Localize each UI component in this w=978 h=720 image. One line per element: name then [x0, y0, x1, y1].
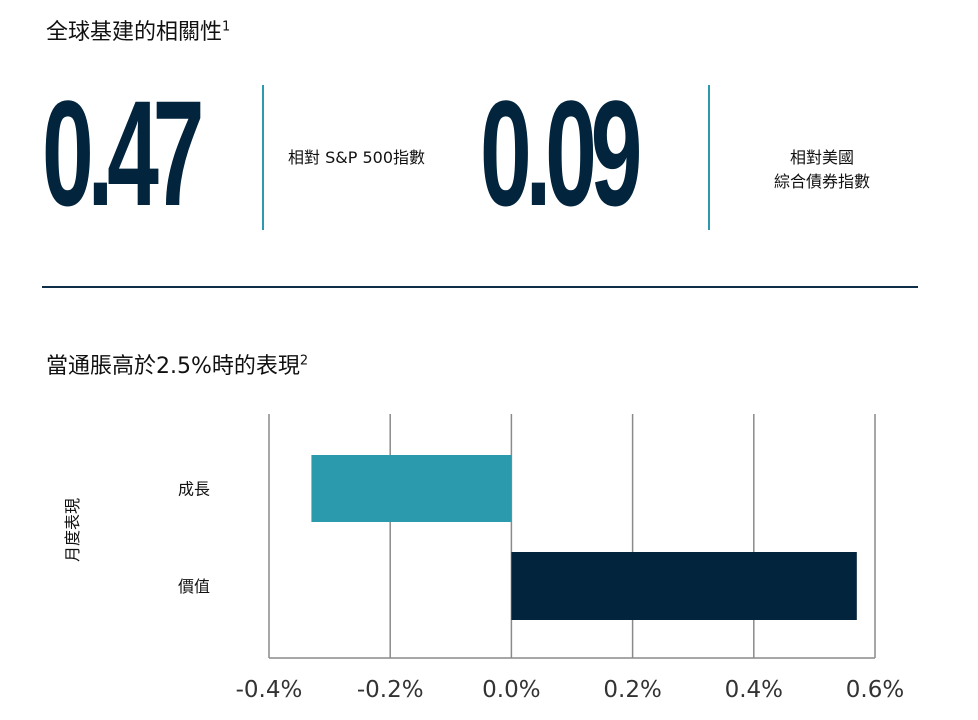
footnote-1: 1 — [222, 19, 231, 35]
title-text: 全球基建的相關性 — [46, 20, 223, 45]
bar-0 — [311, 455, 512, 522]
stat-value-bond: 0.09 — [480, 69, 642, 237]
stat-label-sp500: 相對 S&P 500指數 — [288, 148, 425, 167]
x-tick-label: 0.4% — [725, 677, 783, 703]
section-divider — [42, 286, 918, 288]
x-tick-label: 0.2% — [603, 677, 661, 703]
x-tick-label: -0.2% — [357, 677, 424, 703]
title-text: 當通脹高於2.5%時的表現 — [46, 354, 300, 379]
divider — [262, 85, 264, 230]
correlation-title: 全球基建的相關性1 — [46, 14, 230, 46]
bar-1 — [511, 552, 857, 620]
footnote-2: 2 — [299, 353, 309, 369]
inflation-title: 當通脹高於2.5%時的表現2 — [46, 348, 308, 380]
stat-label-bond: 相對美國 綜合債券指數 — [752, 146, 892, 194]
category-label: 價值 — [178, 577, 210, 596]
stat-value-sp500: 0.47 — [42, 69, 204, 237]
category-label: 成長 — [178, 480, 210, 499]
y-axis-label: 月度表現 — [63, 498, 82, 562]
divider — [708, 85, 710, 230]
label-line: 相對美國 — [789, 148, 854, 167]
x-tick-label: 0.0% — [482, 677, 540, 703]
x-tick-label: -0.4% — [236, 677, 303, 703]
x-tick-label: 0.6% — [846, 677, 904, 703]
label-line: 綜合債券指數 — [773, 172, 870, 191]
